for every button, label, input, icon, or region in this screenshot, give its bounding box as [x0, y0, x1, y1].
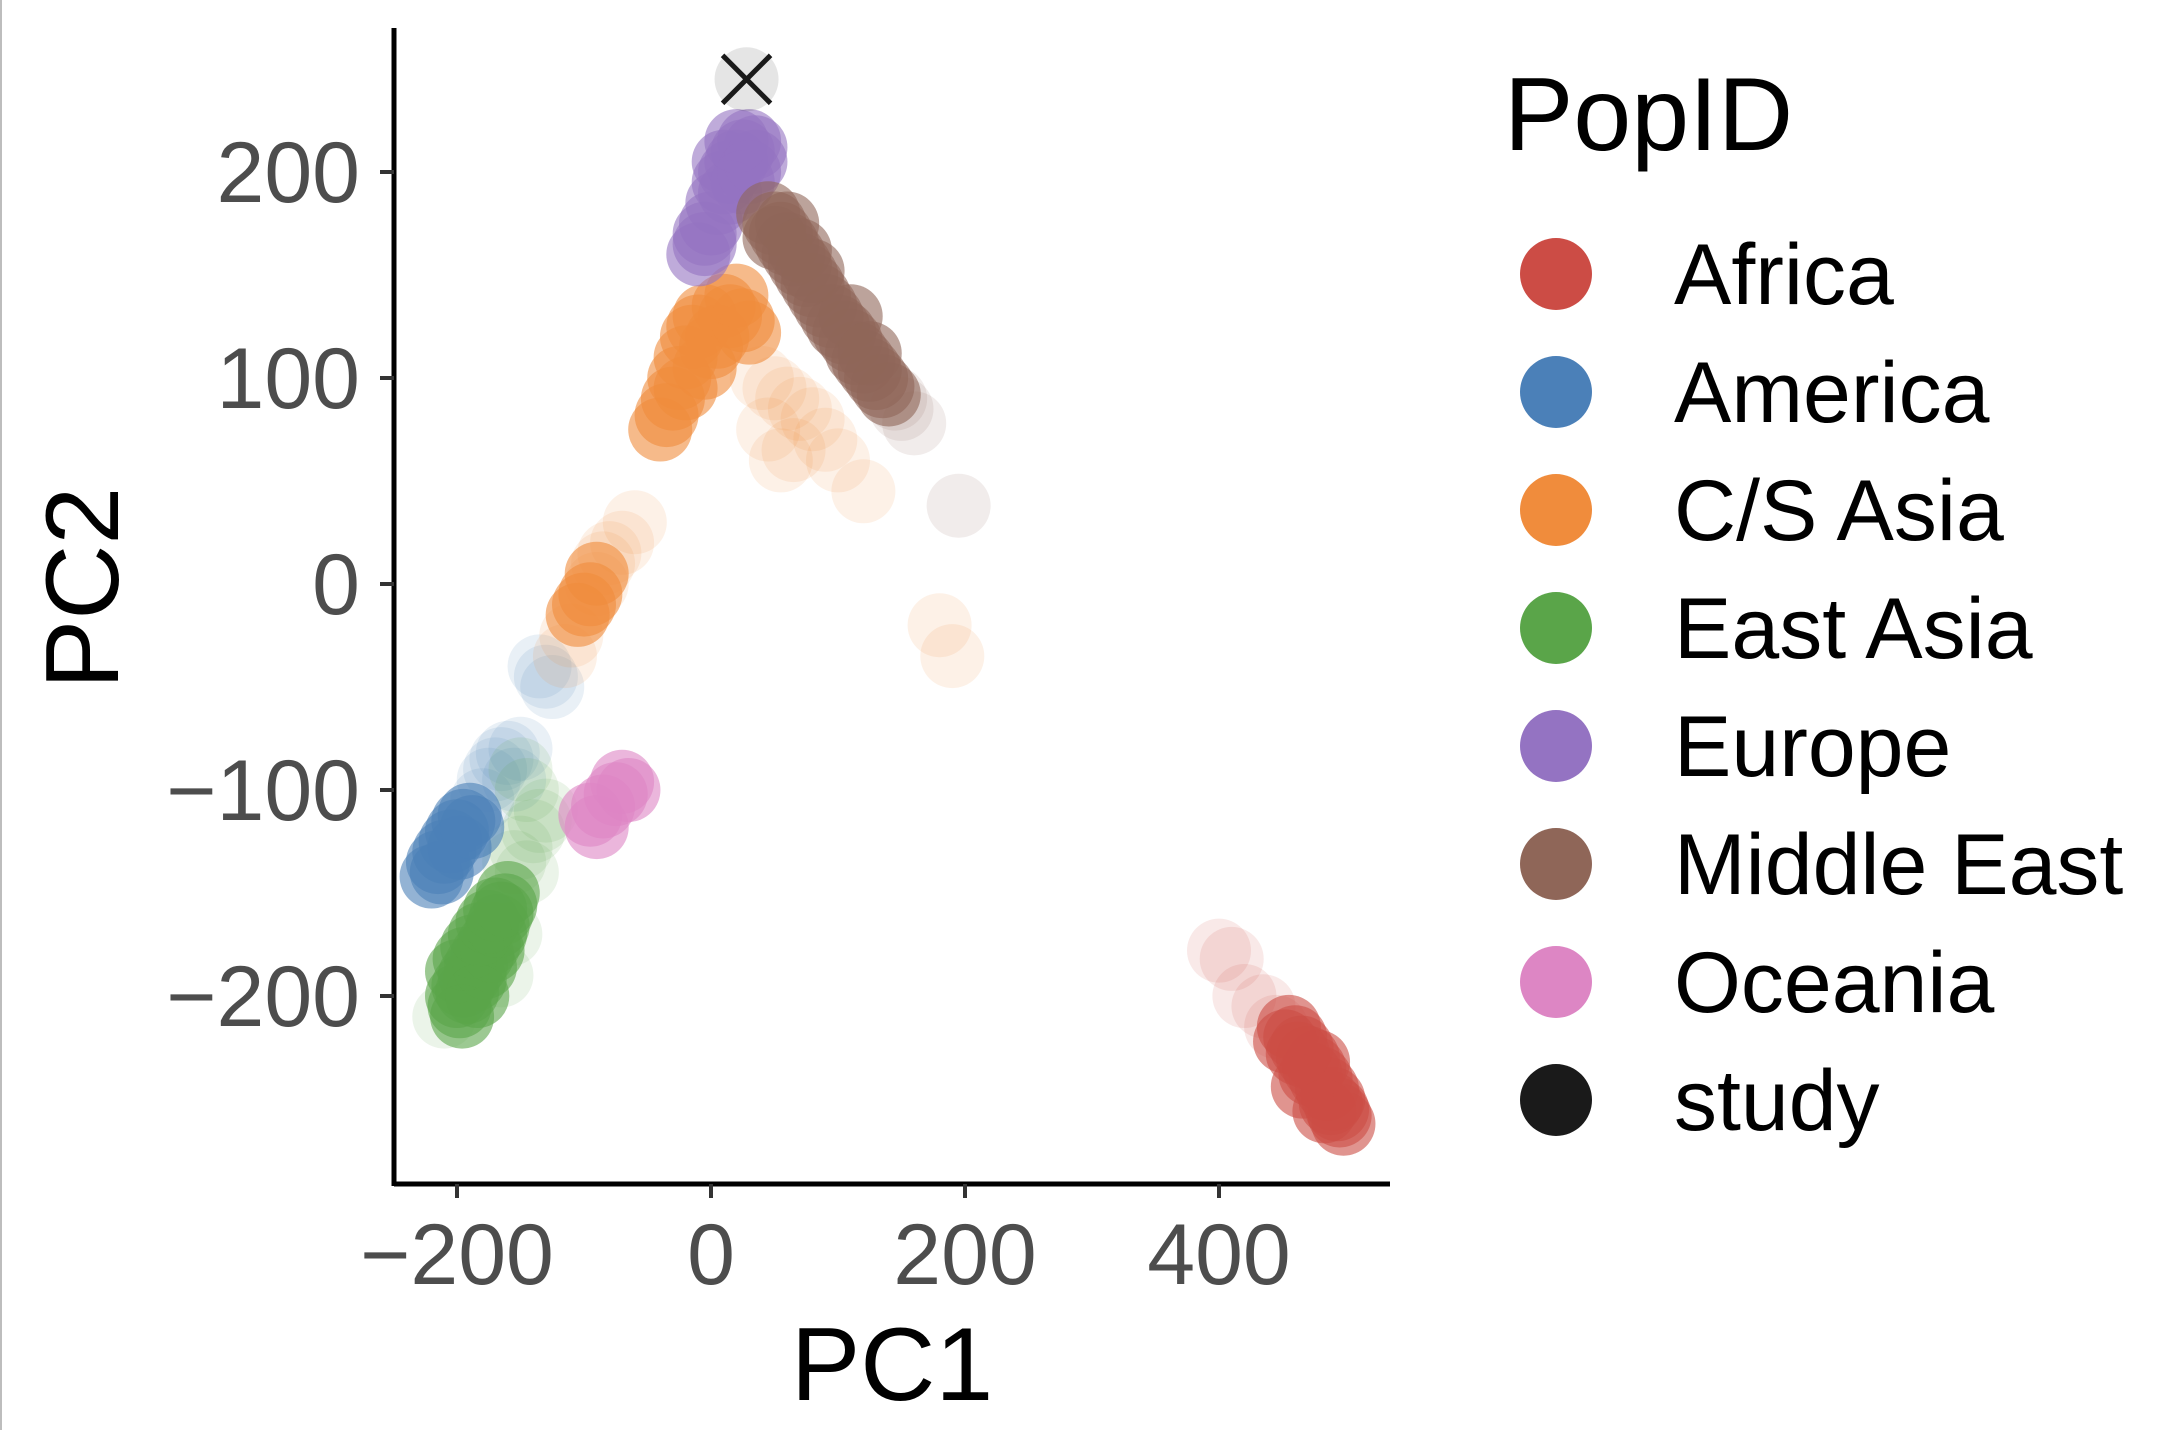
legend-swatch	[1520, 238, 1592, 310]
point-c-s-asia-faint-0	[602, 490, 667, 555]
legend-item-europe: Europe	[1520, 699, 1951, 795]
legend-label: East Asia	[1674, 581, 2033, 677]
point-africa-faint-0	[1187, 918, 1251, 983]
point-east-asia-faint-9	[488, 737, 553, 802]
frame-edge	[0, 0, 2, 1430]
point-study-0	[714, 47, 779, 112]
point-africa-faint-1	[1199, 926, 1264, 991]
legend: PopID Africa America C/S Asia East Asia Euro…	[1504, 57, 2123, 1149]
point-c-s-asia-faint-18	[907, 593, 972, 658]
point-africa-17	[1265, 1021, 1330, 1086]
legend-swatch	[1520, 592, 1592, 664]
y-tick-label: 100	[217, 331, 361, 427]
point-c-s-asia-faint-16	[736, 397, 801, 462]
point-east-asia-faint-10	[494, 758, 559, 822]
point-europe-15	[672, 212, 737, 277]
point-east-asia-21	[463, 877, 528, 942]
y-tick-label: −200	[166, 949, 360, 1045]
point-c-s-asia-20	[545, 582, 610, 647]
point-africa-16	[1292, 1079, 1357, 1144]
point-middle-east-25	[837, 321, 902, 386]
legend-label: Europe	[1674, 699, 1951, 795]
x-ticks: −200 0 200 400	[360, 1184, 1291, 1303]
y-tick-label: 200	[217, 125, 361, 221]
legend-label: C/S Asia	[1674, 463, 2004, 559]
x-tick-label: 400	[1147, 1207, 1291, 1303]
point-middle-east-faint-3	[926, 473, 991, 538]
legend-swatch	[1520, 710, 1592, 782]
point-c-s-asia-faint-15	[748, 428, 813, 493]
point-c-s-asia-faint-17	[761, 418, 826, 483]
point-c-s-asia-faint-13	[806, 428, 870, 493]
legend-label: study	[1674, 1053, 1880, 1149]
legend-item-middle-east: Middle East	[1520, 817, 2123, 913]
points-layer	[399, 47, 1376, 1156]
x-tick-label: 200	[893, 1207, 1037, 1303]
y-ticks: 200 100 0 −100 −200	[166, 125, 394, 1045]
legend-label: America	[1674, 345, 1990, 441]
point-oceania-5	[590, 749, 655, 814]
point-middle-east-23	[780, 238, 845, 303]
point-c-s-asia-faint-19	[920, 624, 985, 689]
y-tick-label: −100	[166, 743, 360, 839]
point-c-s-asia-faint-14	[831, 459, 896, 524]
point-america-faint-3	[469, 727, 534, 792]
point-c-s-asia-14	[717, 300, 782, 365]
point-east-asia-23	[445, 964, 510, 1028]
point-africa-faint-2	[1212, 964, 1277, 1028]
legend-swatch	[1520, 356, 1592, 428]
point-c-s-asia-faint-12	[793, 407, 858, 472]
point-c-s-asia-16	[672, 335, 737, 400]
point-c-s-asia-faint-9	[755, 366, 820, 431]
legend-label: Middle East	[1674, 817, 2123, 913]
legend-label: Oceania	[1674, 935, 1994, 1031]
legend-swatch	[1520, 946, 1592, 1018]
point-east-asia-faint-4	[507, 788, 572, 853]
point-america-faint-9	[507, 634, 572, 699]
point-america-9	[440, 795, 505, 860]
point-america-faint-5	[488, 716, 553, 781]
legend-item-c-s-asia: C/S Asia	[1520, 463, 2004, 559]
y-tick-label: 0	[312, 537, 360, 633]
x-tick-label: −200	[360, 1207, 554, 1303]
point-c-s-asia-faint-11	[780, 387, 845, 452]
legend-item-east-asia: East Asia	[1520, 581, 2033, 677]
point-c-s-asia-faint-10	[767, 376, 832, 441]
x-tick-label: 0	[687, 1207, 735, 1303]
legend-title: PopID	[1504, 57, 1793, 173]
legend-item-oceania: Oceania	[1520, 935, 1994, 1031]
point-east-asia-faint-3	[501, 799, 566, 864]
legend-item-study: study	[1520, 1053, 1880, 1149]
legend-swatch	[1520, 1064, 1592, 1136]
legend-swatch	[1520, 828, 1592, 900]
legend-item-africa: Africa	[1520, 227, 1894, 323]
legend-item-america: America	[1520, 345, 1990, 441]
x-axis-title: PC1	[791, 1307, 993, 1423]
point-america-faint-7	[513, 644, 578, 709]
point-c-s-asia-faint-8	[742, 356, 807, 421]
y-axis-title: PC2	[25, 487, 141, 689]
legend-swatch	[1520, 474, 1592, 546]
legend-label: Africa	[1674, 227, 1894, 323]
point-america-faint-6	[482, 747, 547, 812]
point-america-faint-4	[475, 720, 540, 785]
legend-items: Africa America C/S Asia East Asia Europe Midd…	[1520, 227, 2123, 1149]
point-america-faint-8	[520, 655, 585, 719]
